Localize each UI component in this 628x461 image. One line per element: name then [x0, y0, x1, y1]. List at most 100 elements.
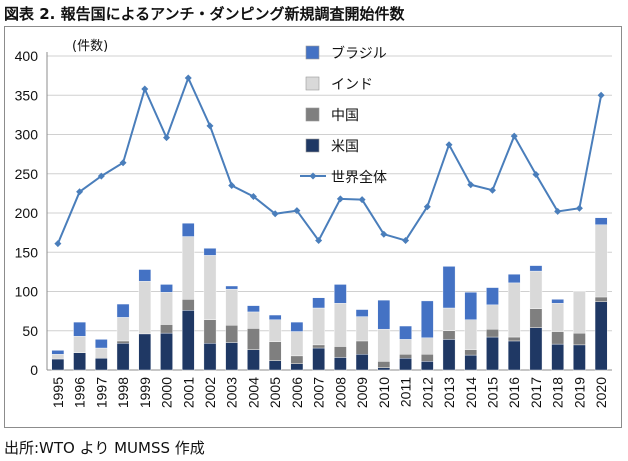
bar-segment: [507, 340, 521, 371]
x-tick-label: 2010: [376, 377, 392, 408]
y-tick-label: 50: [22, 323, 38, 339]
chart-svg: 0 50 100 150 200 250 300 350 400 (件数) 1995 1996 1997…: [15, 39, 612, 408]
x-tick-label: 1997: [93, 377, 109, 408]
bar-segment: [529, 265, 543, 272]
series-line-world: [56, 75, 603, 245]
bar-segment: [51, 354, 65, 360]
x-tick-label: 1998: [115, 377, 131, 408]
legend-swatch: [305, 107, 320, 122]
x-tick-label: 1996: [72, 377, 88, 408]
bar-segment: [138, 281, 152, 335]
bar-segment: [290, 331, 304, 357]
bar-segment: [421, 361, 434, 371]
bar-segment: [312, 347, 325, 371]
line-point: [97, 172, 105, 180]
x-tick-label: 2013: [441, 377, 457, 408]
bar-segment: [551, 331, 564, 345]
x-tick-label: 2015: [484, 377, 500, 408]
bar-segment: [268, 341, 282, 361]
bar-segment: [312, 297, 325, 309]
x-tick-label: 2006: [289, 377, 305, 408]
x-tick-label: 2019: [571, 377, 587, 408]
x-tick-label: 2008: [332, 377, 348, 408]
bar-segment: [116, 317, 130, 342]
bar-segment: [181, 236, 195, 300]
x-tick-label: 2002: [202, 377, 218, 408]
line-point: [445, 141, 453, 149]
x-tick-label: 2011: [398, 377, 414, 407]
x-tick-label: 2018: [550, 377, 566, 408]
legend-swatch: [305, 45, 320, 60]
bar-segment: [573, 332, 586, 346]
line-point: [423, 203, 431, 211]
bar-segment: [181, 310, 195, 371]
bar-segment: [203, 248, 217, 256]
bar-segment: [160, 284, 173, 293]
bar-segment: [225, 325, 238, 343]
line-point: [315, 236, 323, 244]
bar-segment: [268, 314, 282, 320]
bar-segment: [160, 332, 173, 371]
bar-segment: [399, 358, 412, 371]
line-point: [467, 181, 475, 189]
bar-segment: [507, 282, 521, 338]
bar-segment: [442, 266, 456, 309]
bar-segment: [51, 358, 65, 371]
line-point: [141, 85, 149, 93]
line-point: [76, 188, 84, 196]
legend-label: ブラジル: [331, 45, 387, 62]
line-point: [336, 195, 344, 203]
x-tick-label: 1995: [50, 377, 66, 408]
bar-segment: [377, 328, 391, 362]
bar-segment: [377, 299, 391, 330]
x-tick-label: 2009: [354, 377, 370, 408]
bar-segment: [355, 309, 369, 317]
bar-segment: [355, 340, 369, 355]
y-tick-label: 350: [15, 87, 39, 103]
bar-segment: [594, 301, 608, 371]
y-tick-label: 400: [15, 48, 39, 64]
line-point: [54, 240, 62, 248]
legend-label: インド: [331, 77, 373, 93]
bar-segment: [442, 307, 456, 331]
y-tick-label: 100: [15, 284, 39, 300]
bar-segment: [464, 349, 478, 356]
line-point: [249, 193, 257, 201]
line-point: [575, 204, 583, 212]
bar-segment: [312, 344, 325, 349]
line-point: [293, 207, 301, 215]
figure-title: 図表 2. 報告国によるアンチ・ダンピング新規調査開始件数: [4, 5, 405, 23]
line-point: [597, 91, 605, 99]
legend-swatch: [305, 138, 320, 153]
bar-segment: [551, 299, 564, 304]
line-point: [510, 132, 518, 140]
bar-segment: [247, 349, 260, 371]
line-point: [206, 122, 214, 130]
bar-segment: [95, 347, 108, 359]
bar-segment: [203, 319, 217, 344]
bar-segment: [334, 357, 347, 371]
legend-swatch: [305, 76, 320, 91]
bar-segment: [225, 342, 238, 371]
bar-segment: [355, 316, 369, 342]
line-point: [119, 159, 127, 167]
line-point: [163, 134, 171, 142]
bar-segment: [486, 304, 499, 330]
x-tick-label: 2012: [419, 377, 435, 408]
bar-segment: [529, 308, 543, 328]
bar-segment: [594, 296, 608, 302]
bar-segment: [594, 224, 608, 298]
legend-line-marker: [309, 172, 317, 180]
line-point: [532, 171, 540, 179]
legend-label: 中国: [331, 108, 359, 124]
bar-segment: [225, 285, 238, 290]
x-tick-label: 2016: [506, 377, 522, 408]
bar-segment: [507, 336, 521, 342]
y-tick-label: 200: [15, 205, 39, 221]
bar-segment: [507, 274, 521, 284]
bar-segment: [464, 292, 478, 320]
line-point: [358, 196, 366, 204]
bar-segment: [73, 352, 86, 371]
line-point: [380, 230, 388, 238]
line-point: [228, 182, 236, 190]
